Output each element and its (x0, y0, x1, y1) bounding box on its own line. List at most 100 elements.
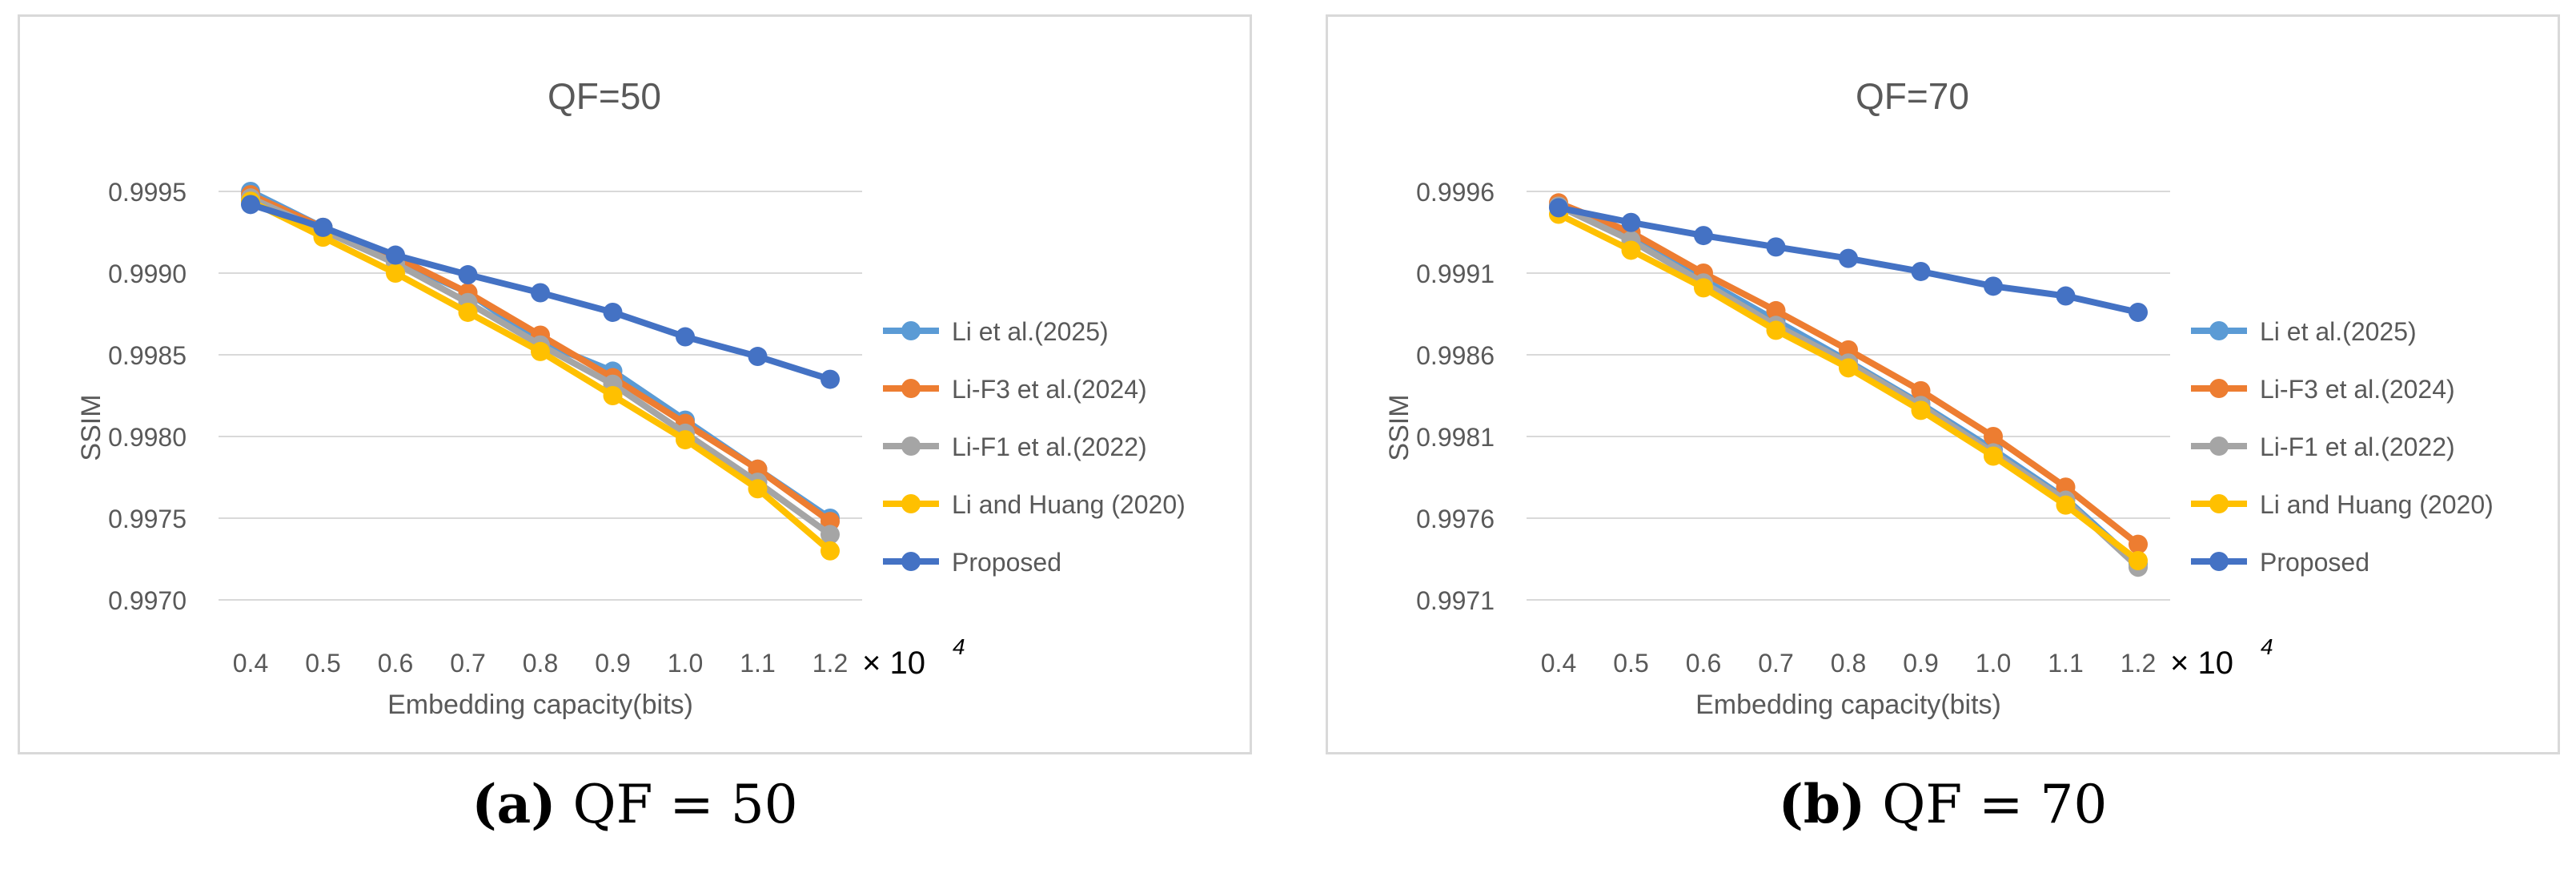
data-point (1766, 300, 1786, 320)
chart-title: QF=70 (1856, 75, 1969, 117)
legend-label: Li-F3 et al.(2024) (952, 375, 1147, 404)
x-tick-label: 0.7 (1758, 649, 1793, 678)
legend-item: Li-F1 et al.(2022) (2191, 432, 2455, 461)
data-point (2129, 551, 2148, 571)
data-point (1911, 261, 1931, 281)
y-tick-label: 0.9981 (1416, 423, 1495, 452)
legend-item: Li et al.(2025) (883, 317, 1109, 346)
data-point (386, 245, 405, 265)
data-point (1911, 380, 1931, 400)
legend-label: Li and Huang (2020) (2260, 490, 2494, 519)
legend-marker (901, 552, 921, 571)
x-tick-label: 0.5 (305, 649, 340, 678)
data-point (1984, 276, 2003, 296)
data-point (603, 302, 623, 322)
legend-item: Proposed (2191, 548, 2369, 577)
data-point (1766, 237, 1786, 257)
x-tick-label: 1.0 (668, 649, 703, 678)
caption-a: (a) QF = 50 (18, 773, 1252, 835)
y-tick-label: 0.9980 (108, 423, 187, 452)
caption-b-label: (b) (1778, 773, 1866, 835)
legend-item: Li and Huang (2020) (883, 490, 1186, 519)
series-3 (241, 191, 840, 561)
caption-b: (b) QF = 70 (1326, 773, 2560, 835)
data-point (1549, 198, 1568, 218)
x-multiplier-exponent: 4 (2261, 634, 2273, 659)
data-point (821, 369, 840, 389)
y-tick-label: 0.9996 (1416, 178, 1495, 207)
data-point (1621, 212, 1641, 232)
data-point (603, 386, 623, 405)
data-point (2056, 286, 2076, 306)
y-tick-label: 0.9991 (1416, 259, 1495, 288)
data-point (821, 541, 840, 561)
data-point (821, 525, 840, 545)
series-3 (1549, 204, 2148, 571)
data-point (1694, 226, 1713, 246)
legend-label: Li-F3 et al.(2024) (2260, 375, 2455, 404)
y-axis-label: SSIM (76, 394, 106, 461)
x-tick-label: 0.4 (1541, 649, 1576, 678)
data-point (1694, 278, 1713, 298)
x-axis-label: Embedding capacity(bits) (387, 690, 693, 720)
legend-item: Proposed (883, 548, 1061, 577)
data-point (748, 479, 768, 499)
x-tick-label: 0.9 (595, 649, 630, 678)
x-axis-label: Embedding capacity(bits) (1695, 690, 2001, 720)
data-point (2056, 495, 2076, 515)
data-point (1911, 400, 1931, 420)
legend-label: Li-F1 et al.(2022) (952, 432, 1147, 461)
data-point (1984, 446, 2003, 466)
series-4 (1549, 198, 2148, 322)
x-tick-label: 1.1 (2048, 649, 2083, 678)
chart-panel-qf70: QF=70 0.9971 0.9976 0.9981 0.9986 0.9991 0.999… (1326, 14, 2560, 754)
data-point (1984, 427, 2003, 446)
x-multiplier: × 10 (2170, 646, 2233, 681)
data-point (458, 302, 478, 322)
legend-label: Proposed (952, 548, 1061, 577)
y-tick-label: 0.9975 (108, 505, 187, 533)
legend-label: Li and Huang (2020) (952, 490, 1186, 519)
y-tick-label: 0.9985 (108, 341, 187, 370)
x-tick-label: 0.4 (233, 649, 268, 678)
chart-qf70: QF=70 0.9971 0.9976 0.9981 0.9986 0.9991 0.999… (1384, 75, 2494, 720)
x-tick-label: 0.9 (1903, 649, 1938, 678)
legend-label: Proposed (2260, 548, 2369, 577)
data-point (313, 217, 333, 237)
legend-marker (2209, 552, 2229, 571)
legend-item: Li et al.(2025) (2191, 317, 2417, 346)
legend-label: Li et al.(2025) (952, 317, 1109, 346)
legend-item: Li-F3 et al.(2024) (883, 375, 1147, 404)
data-point (531, 283, 550, 303)
legend-marker (901, 494, 921, 513)
x-multiplier: × 10 (862, 646, 925, 681)
data-point (458, 265, 478, 285)
legend-marker (2209, 379, 2229, 398)
chart-qf50: QF=50 0.9970 0.9975 0.9980 0.9985 0.9990 0.999… (76, 75, 1186, 720)
data-point (676, 430, 695, 450)
legend-label: Li et al.(2025) (2260, 317, 2417, 346)
data-point (1839, 358, 1858, 378)
legend-marker (901, 321, 921, 340)
legend-item: Li and Huang (2020) (2191, 490, 2494, 519)
x-tick-label: 0.6 (378, 649, 413, 678)
x-tick-label: 0.5 (1613, 649, 1648, 678)
series-4 (241, 195, 840, 389)
x-tick-label: 1.0 (1976, 649, 2011, 678)
data-point (241, 195, 260, 215)
legend-marker (2209, 436, 2229, 456)
caption-a-label: (a) (471, 773, 556, 835)
caption-b-text: QF = 70 (1865, 774, 2108, 835)
data-point (676, 327, 695, 347)
y-tick-label: 0.9971 (1416, 586, 1495, 615)
caption-a-text: QF = 50 (556, 774, 798, 835)
data-point (1621, 240, 1641, 260)
series-line (247, 195, 833, 538)
y-tick-label: 0.9995 (108, 178, 187, 207)
data-point (748, 347, 768, 367)
x-multiplier-exponent: 4 (953, 634, 965, 659)
data-point (2129, 534, 2148, 554)
y-axis-label: SSIM (1384, 394, 1414, 461)
data-point (1839, 248, 1858, 268)
data-point (1766, 320, 1786, 340)
